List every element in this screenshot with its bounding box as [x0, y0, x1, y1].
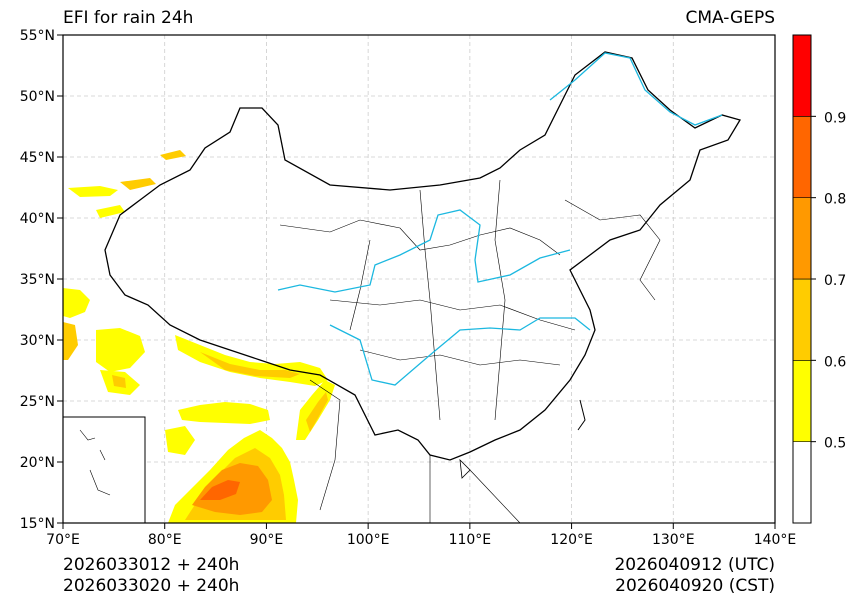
- y-axis: 15°N 20°N 25°N 30°N 35°N 40°N 45°N 50°N 55°N: [20, 28, 63, 532]
- x-tick-label: 110°E: [449, 532, 492, 548]
- efi-area-rajasthan: [96, 328, 145, 372]
- province-line-1: [279, 219, 561, 256]
- valid-time-cst: 2026040920 (CST): [615, 576, 775, 596]
- colorbar-segment: [792, 116, 812, 198]
- borders: [104, 51, 741, 524]
- x-tick-label: 130°E: [652, 532, 695, 548]
- rivers: [277, 52, 723, 386]
- hainan-outline: [459, 458, 471, 479]
- x-tick-label: 90°E: [250, 532, 284, 548]
- colorbar: 0.5 0.6 0.7 0.8 0.9: [792, 34, 846, 524]
- x-tick-label: 120°E: [550, 532, 593, 548]
- efi-area-bengal-peak: [200, 480, 240, 500]
- efi-area-pakistan: [63, 288, 90, 318]
- province-line-3: [359, 349, 561, 366]
- efi-shading: [63, 150, 335, 523]
- efi-area-kazakh-4: [96, 205, 125, 218]
- init-time: 2026033012 + 240h 2026033020 + 240h: [63, 555, 239, 597]
- inset-map-frame: [62, 416, 146, 524]
- efi-area-india-north: [178, 402, 270, 424]
- yangtze-river: [329, 317, 591, 386]
- map-title: EFI for rain 24h: [63, 8, 194, 28]
- colorbar-segment: [792, 441, 812, 524]
- taiwan-outline: [577, 399, 586, 431]
- myanmar-border: [309, 379, 341, 511]
- colorbar-label: 0.6: [824, 354, 846, 370]
- colorbar-segment: [792, 197, 812, 280]
- x-tick-label: 70°E: [46, 532, 80, 548]
- efi-area-afghanistan: [63, 322, 78, 360]
- efi-area-himalaya-core: [200, 352, 300, 378]
- x-axis: 70°E 80°E 90°E 100°E 110°E 120°E 130°E 140°E: [46, 523, 796, 548]
- china-border: [104, 51, 741, 461]
- y-tick-label: 15°N: [20, 516, 55, 532]
- colorbar-label: 0.8: [824, 192, 846, 208]
- x-tick-label: 100°E: [347, 532, 390, 548]
- colorbar-label: 0.7: [824, 273, 846, 289]
- province-line-5: [494, 179, 506, 421]
- x-tick-label: 140°E: [754, 532, 797, 548]
- y-tick-label: 55°N: [20, 28, 55, 44]
- indochina-borders: [429, 455, 521, 524]
- colorbar-label: 0.9: [824, 110, 846, 126]
- colorbar-label: 0.5: [824, 436, 846, 452]
- y-tick-label: 40°N: [20, 211, 55, 227]
- efi-area-myanmar-core: [306, 392, 328, 432]
- y-tick-label: 25°N: [20, 394, 55, 410]
- init-time-cst: 2026033020 + 240h: [63, 576, 240, 596]
- y-tick-label: 35°N: [20, 272, 55, 288]
- efi-area-kazakh-1: [68, 186, 118, 197]
- efi-area-india-west: [165, 426, 195, 455]
- y-tick-label: 20°N: [20, 455, 55, 471]
- y-tick-label: 45°N: [20, 150, 55, 166]
- model-name: CMA-GEPS: [685, 8, 775, 28]
- init-time-utc: 2026033012 + 240h: [63, 555, 240, 575]
- valid-time: 2026040912 (UTC) 2026040920 (CST): [614, 555, 775, 597]
- valid-time-utc: 2026040912 (UTC): [614, 555, 775, 575]
- y-tick-label: 50°N: [20, 89, 55, 105]
- efi-area-gujarat-core: [112, 375, 126, 388]
- province-line-4: [419, 189, 441, 421]
- colorbar-segment: [792, 278, 812, 361]
- y-tick-label: 30°N: [20, 333, 55, 349]
- province-line-6: [349, 239, 371, 331]
- colorbar-segment: [792, 34, 812, 117]
- korea-japan-lines: [564, 199, 661, 301]
- amur-river: [549, 52, 723, 126]
- yellow-river: [277, 209, 571, 293]
- province-line-2: [329, 299, 576, 331]
- efi-area-kazakh-3: [160, 150, 186, 160]
- inset-islands: [79, 429, 111, 496]
- colorbar-segment: [792, 360, 812, 442]
- efi-area-kazakh-2: [120, 178, 156, 190]
- x-tick-label: 80°E: [148, 532, 182, 548]
